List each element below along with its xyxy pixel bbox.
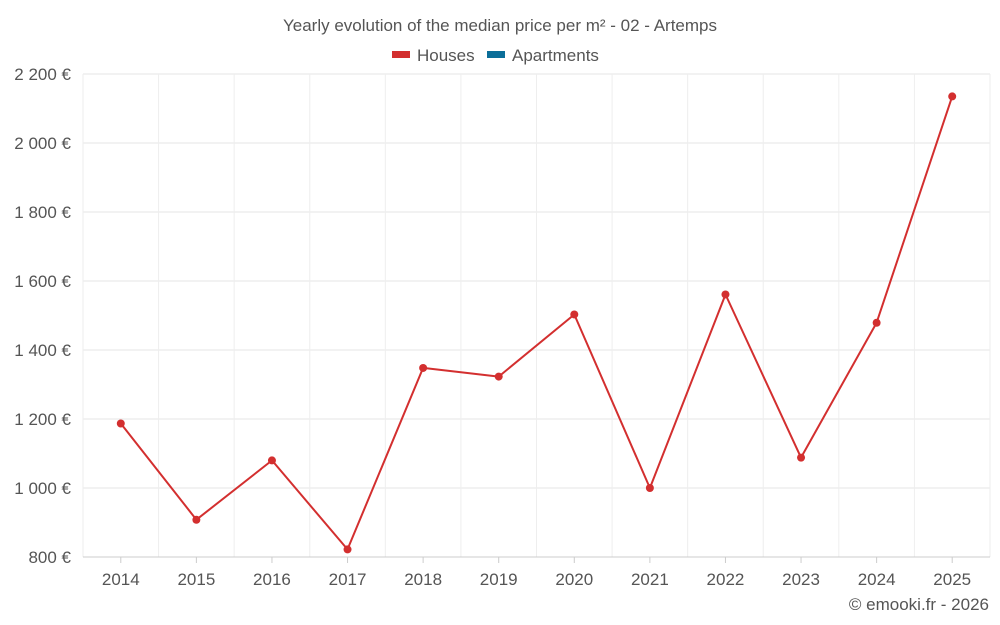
data-point-houses-2018 [419,363,428,372]
series-layer [116,92,957,554]
x-tick-label-2024: 2024 [858,570,896,589]
x-tick-label-2017: 2017 [329,570,367,589]
data-point-houses-2014 [116,419,125,428]
x-tick-label-2021: 2021 [631,570,669,589]
chart-title: Yearly evolution of the median price per… [283,16,717,35]
y-tick-label-1200: 1 200 € [14,410,71,429]
data-point-houses-2021 [645,484,654,492]
legend-item-houses[interactable]: Houses [392,46,475,65]
data-point-houses-2019 [494,372,503,381]
data-point-houses-2020 [570,310,579,319]
y-tick-label-2000: 2 000 € [14,134,71,153]
data-point-houses-2016 [267,456,276,465]
series-line-houses [120,96,954,551]
data-point-houses-2015 [192,515,201,524]
legend-swatch-apartments [487,51,505,58]
data-point-houses-2022 [721,290,730,299]
data-point-houses-2025 [948,92,957,101]
legend: Houses Apartments [392,46,599,65]
data-point-houses-2017 [343,545,352,554]
x-tick-label-2022: 2022 [707,570,745,589]
legend-swatch-houses [392,51,410,58]
x-tick-label-2018: 2018 [404,570,442,589]
x-tick-label-2020: 2020 [555,570,593,589]
x-tick-label-2014: 2014 [102,570,140,589]
data-point-houses-2023 [797,453,806,462]
x-tick-label-2023: 2023 [782,570,820,589]
y-tick-label-2200: 2 200 € [14,65,71,84]
grid [82,73,991,557]
axes: 800 € 1 000 € 1 200 € 1 400 € 1 600 € 1 800 €… [14,65,990,589]
legend-label-houses: Houses [417,46,475,65]
y-tick-label-800: 800 € [28,548,71,567]
y-tick-label-1400: 1 400 € [14,341,71,360]
x-tick-label-2015: 2015 [177,570,215,589]
y-tick-label-1000: 1 000 € [14,479,71,498]
y-tick-label-1800: 1 800 € [14,203,71,222]
legend-item-apartments[interactable]: Apartments [487,46,599,65]
x-tick-label-2016: 2016 [253,570,291,589]
x-tick-label-2025: 2025 [933,570,971,589]
x-tick-label-2019: 2019 [480,570,518,589]
legend-label-apartments: Apartments [512,46,599,65]
credit-text: © emooki.fr - 2026 [849,595,989,614]
y-tick-label-1600: 1 600 € [14,272,71,291]
data-point-houses-2024 [872,318,881,327]
